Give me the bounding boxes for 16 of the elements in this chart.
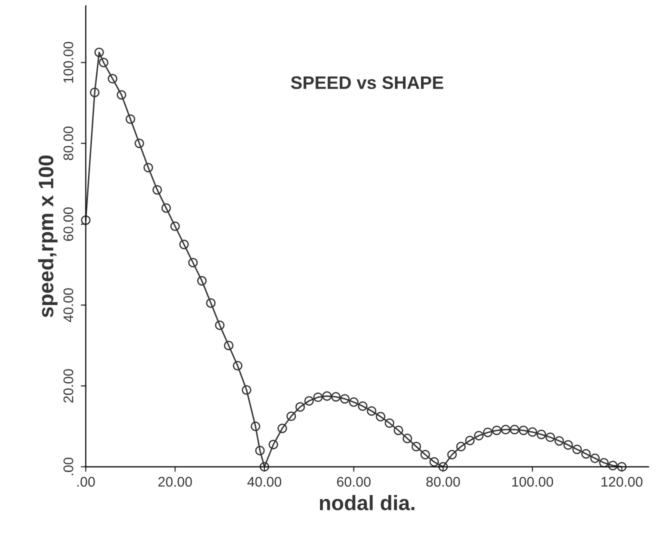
x-tick-label: 80.00 [426,476,460,487]
y-axis-title: speed,rpm x 100 [38,156,58,318]
x-tick-label: 20.00 [158,476,192,487]
y-tick-label: .00 [63,458,74,476]
x-axis-title: nodal dia. [320,495,414,510]
y-tick-label: 80.00 [63,126,74,160]
x-tick-label: 120.00 [602,476,642,487]
x-tick-label: 40.00 [247,476,282,487]
x-tick-label: 100.00 [512,476,554,487]
text: SPEED vs SHAPE [290,76,444,90]
y-tick-label: 20.00 [63,369,74,403]
y-tick-label: 40.00 [63,288,74,322]
x-tick-label: 60.00 [337,476,371,487]
x-tick-label: .00 [77,476,95,487]
y-tick-label: 100.00 [63,42,74,83]
y-tick-label: 60.00 [63,207,74,241]
